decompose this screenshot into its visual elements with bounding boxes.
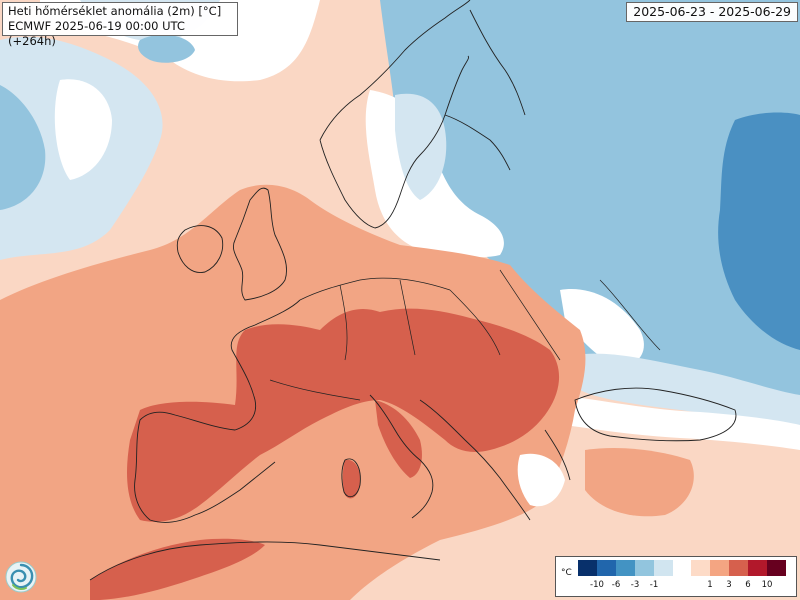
anomaly-field-cold-east	[380, 0, 800, 420]
anomaly-field-cold-atlantic-core	[0, 85, 46, 210]
cold-legend-tick-label: -10	[590, 580, 604, 590]
map-title-box: Heti hőmérséklet anomália (2m) [°C] ECMW…	[2, 2, 238, 48]
anomaly-field-warm-strong-corsica	[342, 459, 361, 499]
cold-legend-swatch	[635, 560, 654, 576]
cold-legend-swatch	[616, 560, 635, 576]
model-run-info: ECMWF 2025-06-19 00:00 UTC (+264h)	[8, 19, 185, 48]
coastline-italy	[369, 394, 434, 519]
warm-legend-swatch	[691, 560, 710, 576]
warm-legend-tick-label: 3	[726, 580, 732, 590]
coastline-great-britain	[232, 187, 287, 301]
cold-legend-swatch	[654, 560, 673, 576]
anomaly-field-neutral-ukraine	[560, 289, 644, 368]
color-legend: °C -10 -6 -3 -1 1 3 6 10	[555, 556, 797, 597]
warm-legend-swatch	[748, 560, 767, 576]
map-title: Heti hőmérséklet anomália (2m) [°C]	[8, 4, 222, 18]
coastline-ireland	[176, 225, 224, 273]
anomaly-field-cold-iceland	[138, 34, 195, 63]
swirl-logo-icon	[5, 561, 37, 593]
warm-legend-tick-label: 1	[707, 580, 713, 590]
cold-legend-swatch	[597, 560, 616, 576]
warm-legend-swatch	[710, 560, 729, 576]
anomaly-field-neutral-turkey	[560, 395, 800, 450]
coastlines	[89, 0, 737, 581]
anomaly-field-neutral-atlantic	[54, 79, 112, 180]
coastline-corsica	[341, 458, 361, 498]
coastline-north-africa	[89, 541, 441, 581]
cold-legend-tick-label: -6	[611, 580, 621, 590]
coastline-balkans	[419, 399, 571, 521]
anomaly-field-warm-strong-core	[127, 308, 560, 522]
warm-legend-swatch	[729, 560, 748, 576]
anomaly-field-cold-faint-blacksea	[575, 353, 800, 430]
anomaly-field-warm-strong-africa	[90, 538, 265, 600]
warm-legend-swatch	[767, 560, 786, 576]
coastline-finland	[444, 9, 526, 171]
date-range-label: 2025-06-23 - 2025-06-29	[626, 2, 798, 22]
warm-legend-tick-label: 6	[745, 580, 751, 590]
anomaly-field-cold-russia-core	[718, 112, 800, 350]
anomaly-field-warm-mid-turkey	[585, 448, 694, 517]
coastline-scandinavia	[319, 0, 471, 229]
warm-legend-tick-label: 10	[761, 580, 773, 590]
cold-legend-tick-label: -1	[649, 580, 659, 590]
cold-legend-swatch	[578, 560, 597, 576]
legend-unit: °C	[561, 568, 572, 578]
coastline-france-iberia	[134, 299, 301, 523]
cold-legend-tick-label: -3	[630, 580, 640, 590]
coastline-black-sea	[574, 387, 737, 442]
anomaly-field-warm-strong-italy	[375, 400, 422, 478]
border-lines	[269, 269, 661, 401]
anomaly-field-neutral-greece	[517, 453, 565, 507]
